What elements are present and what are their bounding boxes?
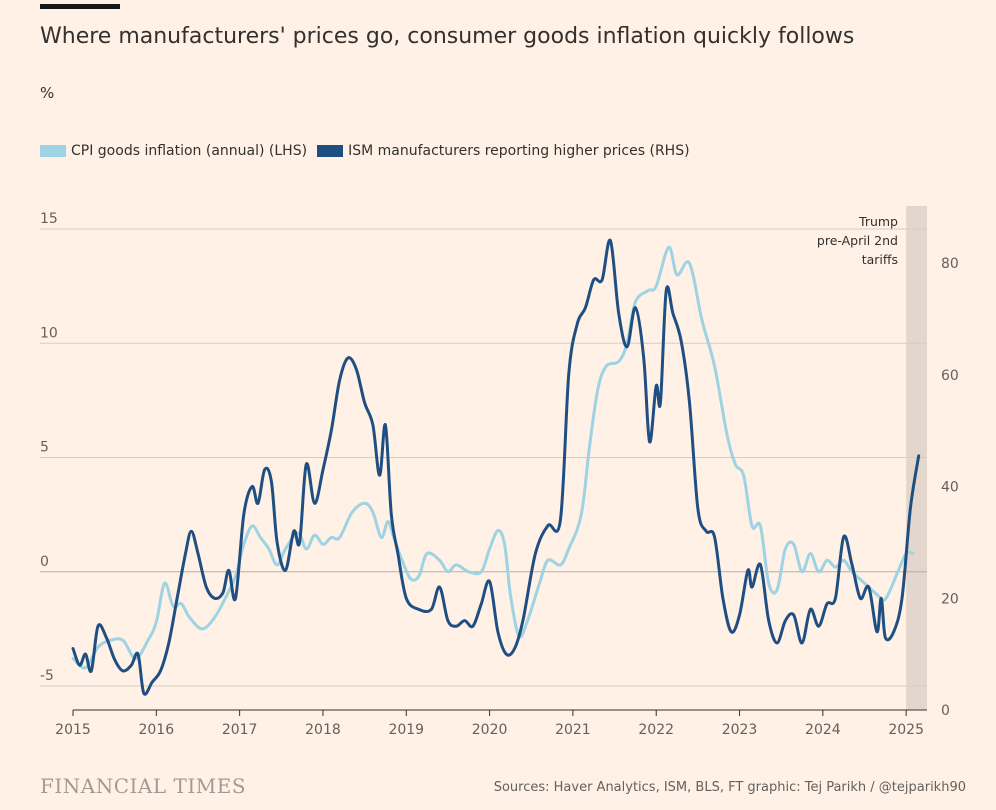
x-axis-tick-label: 2022	[638, 722, 674, 738]
x-axis-tick-label: 2016	[138, 722, 174, 738]
series-line-ism-prices	[71, 238, 921, 696]
right-axis-tick-label: 40	[941, 480, 959, 496]
legend: CPI goods inflation (annual) (LHS) ISM m…	[40, 143, 700, 159]
x-axis-tick-label: 2015	[55, 722, 91, 738]
series-line-cpi-goods-inflation	[71, 245, 915, 670]
legend-label-ism: ISM manufacturers reporting higher price…	[348, 143, 690, 159]
annotation-label-line: pre-April 2nd	[817, 233, 898, 248]
x-axis-tick-label: 2019	[388, 722, 424, 738]
left-axis-tick-label: -5	[40, 668, 54, 684]
x-axis-tick-label: 2023	[722, 722, 758, 738]
left-axis-tick-label: 0	[40, 554, 49, 570]
source-note: Sources: Haver Analytics, ISM, BLS, FT g…	[493, 780, 966, 795]
annotation-label-line: tariffs	[862, 252, 898, 267]
annotation-label-line: Trump	[858, 214, 898, 229]
legend-label-cpi: CPI goods inflation (annual) (LHS)	[71, 143, 308, 159]
legend-item-ism: ISM manufacturers reporting higher price…	[317, 143, 690, 159]
right-axis-tick-label: 60	[941, 368, 959, 384]
chart-title: Where manufacturers' prices go, consumer…	[40, 24, 855, 49]
x-axis-tick-label: 2024	[805, 722, 841, 738]
right-axis-tick-label: 0	[941, 703, 950, 719]
x-axis-tick-label: 2018	[305, 722, 341, 738]
left-axis-tick-label: 15	[40, 211, 58, 227]
x-axis-tick-label: 2017	[222, 722, 258, 738]
x-axis-tick-label: 2021	[555, 722, 591, 738]
ft-top-bar	[40, 4, 120, 9]
right-axis-tick-label: 80	[941, 256, 959, 272]
unit-label: %	[40, 84, 55, 102]
x-axis-tick-label: 2025	[888, 722, 924, 738]
line-chart: -5 0 5 10 15 0 20 40 60 80 2015 2016 2017 2018 2019 202…	[40, 206, 959, 738]
left-axis-tick-label: 5	[40, 440, 49, 456]
legend-item-cpi: CPI goods inflation (annual) (LHS)	[40, 143, 307, 159]
x-axis-tick-label: 2020	[472, 722, 508, 738]
right-axis-tick-label: 20	[941, 591, 959, 607]
legend-swatch-ism	[317, 145, 344, 157]
left-axis-tick-label: 10	[40, 325, 58, 341]
ft-brand-logo: FINANCIAL TIMES	[40, 774, 247, 798]
legend-swatch-cpi	[40, 145, 66, 157]
